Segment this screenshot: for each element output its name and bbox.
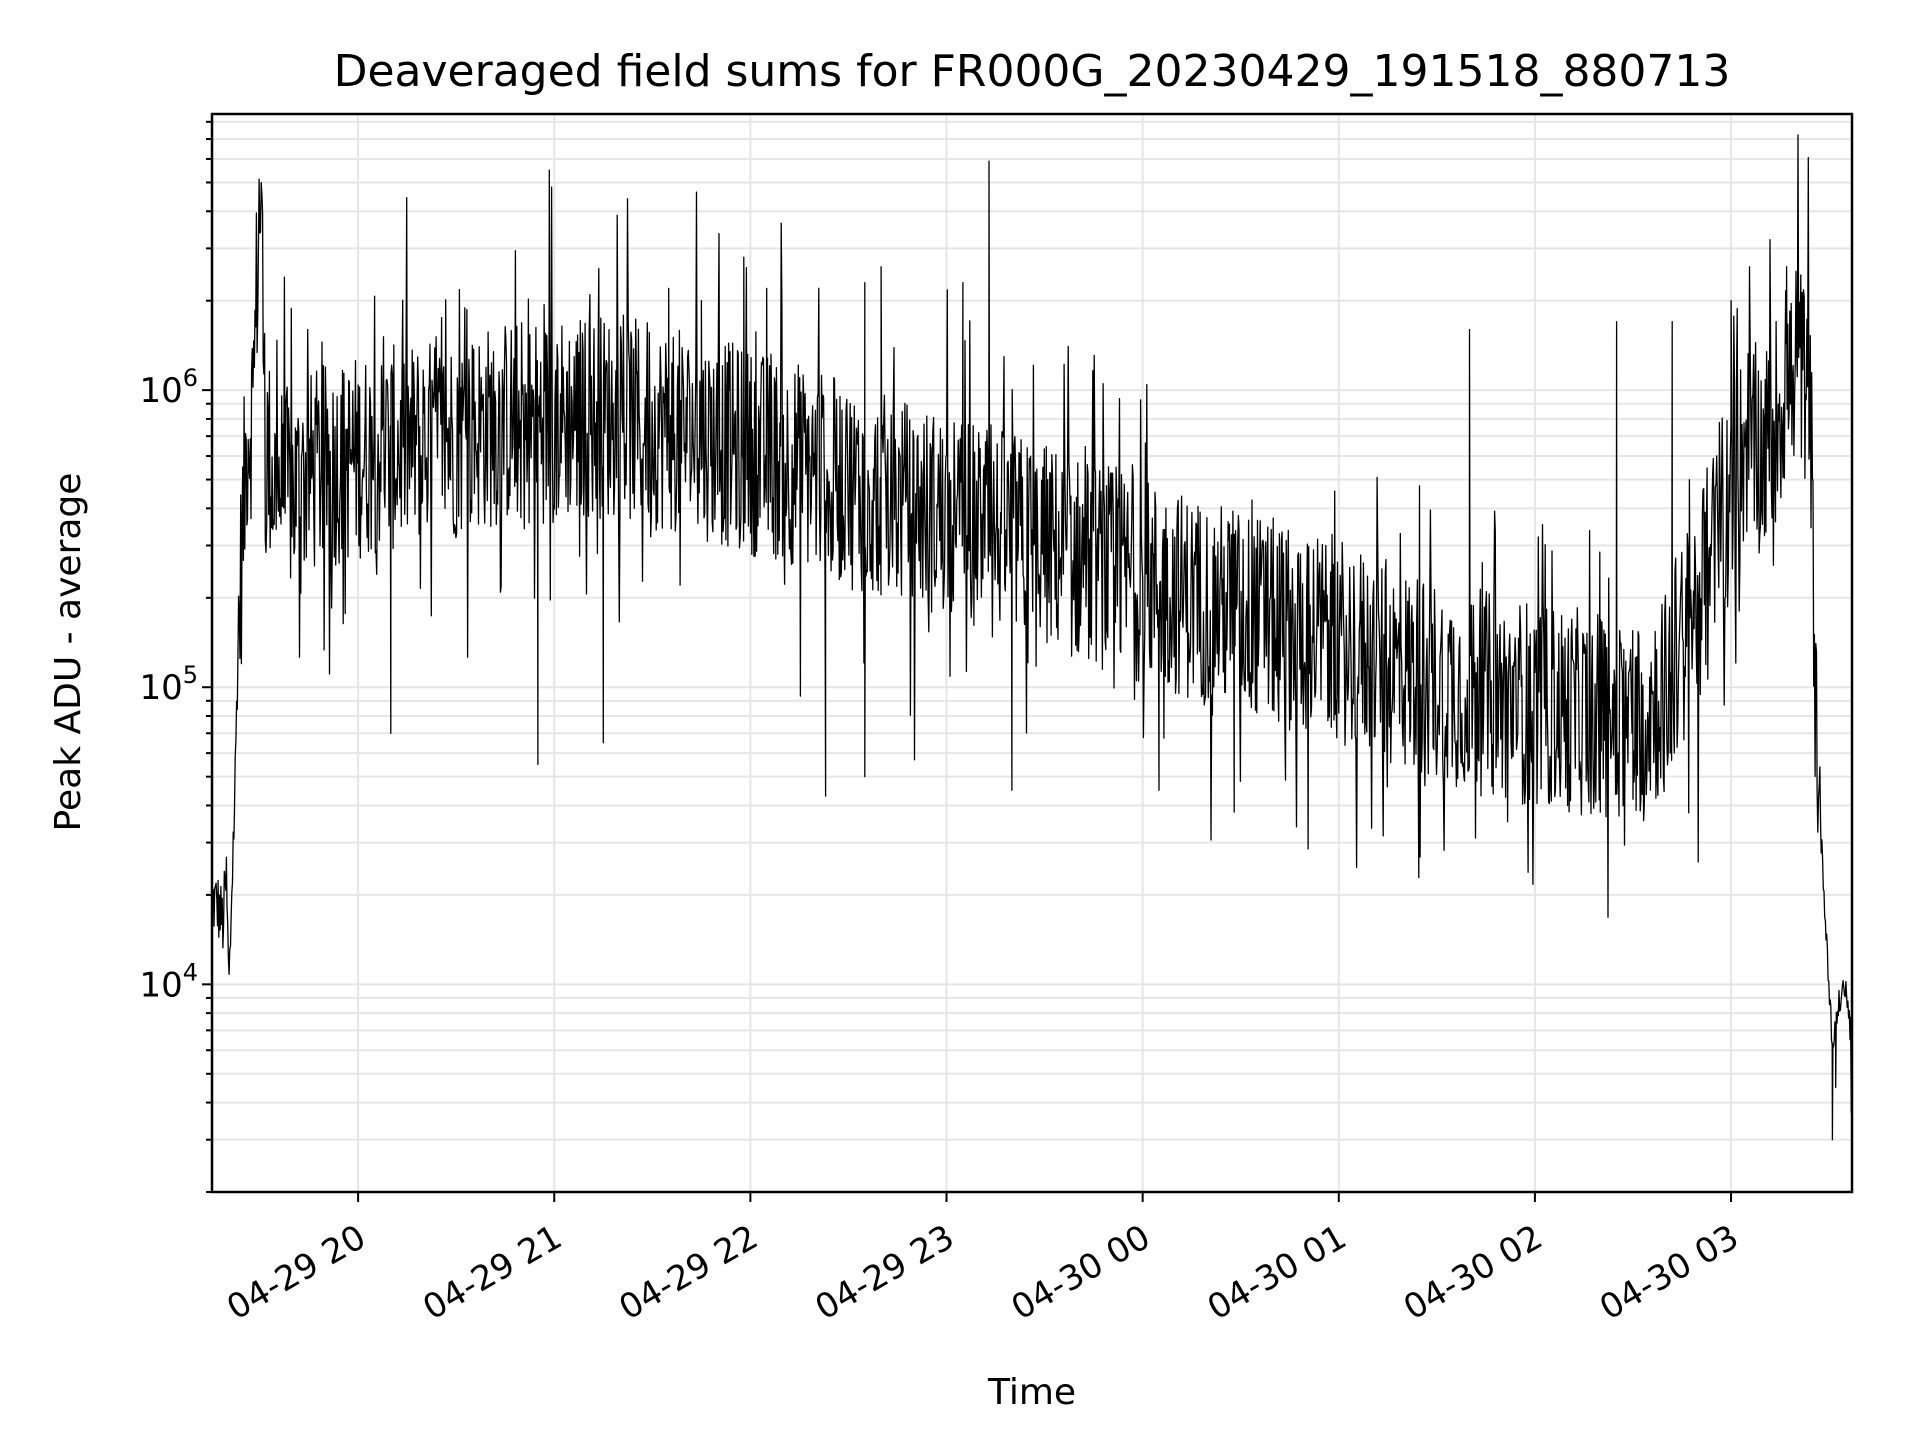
y-axis-title: Peak ADU - average xyxy=(48,473,89,832)
plot-frame xyxy=(210,112,1854,1194)
line-layer xyxy=(211,134,1853,1141)
grid-layer xyxy=(212,114,1852,1193)
x-axis-title: Time xyxy=(987,1372,1076,1413)
chart-title: Deaveraged field sums for FR000G_2023042… xyxy=(334,46,1731,97)
y-tick-label: 104 xyxy=(139,958,198,1005)
y-tick-label: 106 xyxy=(139,364,198,411)
series-line xyxy=(211,134,1853,1141)
y-tick-label: 105 xyxy=(139,661,198,708)
